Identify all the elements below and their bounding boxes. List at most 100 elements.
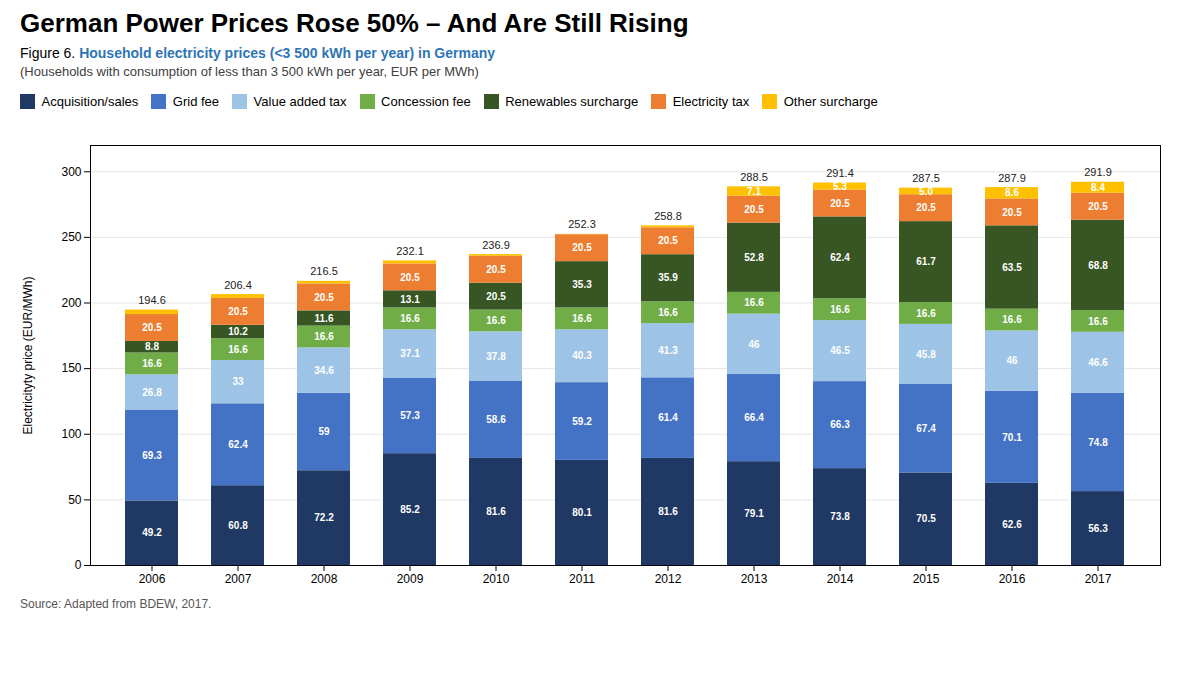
- svg-text:287.9: 287.9: [998, 171, 1026, 183]
- svg-text:70.5: 70.5: [916, 513, 936, 524]
- svg-text:8.4: 8.4: [1091, 182, 1105, 193]
- svg-text:16.6: 16.6: [1002, 314, 1022, 325]
- svg-text:300: 300: [61, 164, 81, 178]
- svg-text:2014: 2014: [827, 572, 854, 586]
- svg-text:16.6: 16.6: [916, 307, 936, 318]
- svg-text:2006: 2006: [139, 572, 166, 586]
- svg-text:45.8: 45.8: [916, 348, 936, 359]
- svg-text:46.5: 46.5: [830, 345, 850, 356]
- svg-text:2007: 2007: [225, 572, 252, 586]
- svg-text:46.6: 46.6: [1088, 357, 1108, 368]
- svg-text:79.1: 79.1: [744, 507, 764, 518]
- svg-text:67.4: 67.4: [916, 423, 936, 434]
- svg-text:62.4: 62.4: [228, 439, 248, 450]
- svg-text:34.6: 34.6: [314, 364, 334, 375]
- svg-text:2008: 2008: [311, 572, 338, 586]
- svg-text:72.2: 72.2: [314, 512, 334, 523]
- svg-text:16.6: 16.6: [142, 358, 162, 369]
- svg-text:16.6: 16.6: [744, 297, 764, 308]
- svg-text:Electricityty price (EUR/MWh): Electricityty price (EUR/MWh): [21, 276, 35, 434]
- svg-text:66.3: 66.3: [830, 419, 850, 430]
- svg-text:62.6: 62.6: [1002, 518, 1022, 529]
- svg-text:2010: 2010: [483, 572, 510, 586]
- svg-text:20.5: 20.5: [486, 264, 506, 275]
- svg-text:258.8: 258.8: [654, 210, 682, 222]
- svg-text:52.8: 52.8: [744, 252, 764, 263]
- svg-text:2015: 2015: [913, 572, 940, 586]
- svg-text:100: 100: [61, 427, 81, 441]
- svg-text:63.5: 63.5: [1002, 261, 1022, 272]
- svg-text:288.5: 288.5: [740, 171, 768, 183]
- svg-text:61.7: 61.7: [916, 256, 936, 267]
- svg-text:291.9: 291.9: [1084, 166, 1112, 178]
- svg-text:250: 250: [61, 230, 81, 244]
- svg-text:56.3: 56.3: [1088, 522, 1108, 533]
- svg-text:49.2: 49.2: [142, 527, 162, 538]
- svg-text:20.5: 20.5: [228, 306, 248, 317]
- svg-text:80.1: 80.1: [572, 507, 592, 518]
- svg-text:150: 150: [61, 361, 81, 375]
- svg-text:41.3: 41.3: [658, 345, 678, 356]
- svg-text:85.2: 85.2: [400, 503, 420, 514]
- svg-text:26.8: 26.8: [142, 386, 162, 397]
- svg-text:16.6: 16.6: [400, 313, 420, 324]
- svg-text:35.3: 35.3: [572, 279, 592, 290]
- svg-text:2011: 2011: [569, 572, 595, 586]
- svg-text:20.5: 20.5: [1002, 206, 1022, 217]
- svg-text:40.3: 40.3: [572, 350, 592, 361]
- svg-text:236.9: 236.9: [482, 238, 510, 250]
- svg-text:16.6: 16.6: [486, 315, 506, 326]
- svg-text:81.6: 81.6: [486, 506, 506, 517]
- svg-text:20.5: 20.5: [142, 322, 162, 333]
- svg-text:58.6: 58.6: [486, 414, 506, 425]
- svg-text:59: 59: [318, 426, 330, 437]
- svg-text:216.5: 216.5: [310, 265, 338, 277]
- svg-text:46: 46: [748, 338, 760, 349]
- svg-text:20.5: 20.5: [572, 242, 592, 253]
- svg-text:20.5: 20.5: [830, 197, 850, 208]
- svg-text:0: 0: [75, 558, 82, 572]
- svg-text:59.2: 59.2: [572, 415, 592, 426]
- svg-text:2016: 2016: [999, 572, 1026, 586]
- svg-text:61.4: 61.4: [658, 412, 678, 423]
- svg-text:8.6: 8.6: [1005, 187, 1019, 198]
- svg-text:291.4: 291.4: [826, 167, 854, 179]
- svg-text:33: 33: [232, 376, 244, 387]
- svg-text:46: 46: [1006, 355, 1018, 366]
- svg-text:20.5: 20.5: [314, 291, 334, 302]
- svg-text:16.6: 16.6: [830, 304, 850, 315]
- svg-text:16.6: 16.6: [228, 343, 248, 354]
- svg-text:20.5: 20.5: [916, 202, 936, 213]
- svg-text:10.2: 10.2: [228, 326, 248, 337]
- svg-text:66.4: 66.4: [744, 412, 764, 423]
- svg-text:13.1: 13.1: [400, 293, 420, 304]
- svg-text:57.3: 57.3: [400, 410, 420, 421]
- svg-text:252.3: 252.3: [568, 218, 596, 230]
- svg-text:69.3: 69.3: [142, 449, 162, 460]
- svg-text:37.8: 37.8: [486, 351, 506, 362]
- svg-text:74.8: 74.8: [1088, 436, 1108, 447]
- svg-text:2017: 2017: [1085, 572, 1112, 586]
- svg-text:81.6: 81.6: [658, 506, 678, 517]
- svg-text:5.3: 5.3: [833, 180, 847, 191]
- svg-text:20.5: 20.5: [400, 271, 420, 282]
- svg-text:16.6: 16.6: [314, 331, 334, 342]
- svg-text:37.1: 37.1: [400, 348, 420, 359]
- svg-text:194.6: 194.6: [138, 294, 166, 306]
- svg-text:200: 200: [61, 296, 81, 310]
- svg-text:8.8: 8.8: [145, 341, 159, 352]
- svg-text:206.4: 206.4: [224, 278, 252, 290]
- svg-text:2012: 2012: [655, 572, 682, 586]
- svg-text:50: 50: [68, 492, 82, 506]
- svg-text:16.6: 16.6: [572, 313, 592, 324]
- svg-text:16.6: 16.6: [1088, 315, 1108, 326]
- svg-text:68.8: 68.8: [1088, 259, 1108, 270]
- svg-text:35.9: 35.9: [658, 272, 678, 283]
- svg-text:20.5: 20.5: [744, 204, 764, 215]
- svg-text:11.6: 11.6: [315, 312, 334, 323]
- svg-text:73.8: 73.8: [830, 511, 850, 522]
- svg-text:232.1: 232.1: [396, 245, 424, 257]
- svg-text:16.6: 16.6: [658, 307, 678, 318]
- svg-text:20.5: 20.5: [486, 291, 506, 302]
- svg-text:70.1: 70.1: [1002, 431, 1022, 442]
